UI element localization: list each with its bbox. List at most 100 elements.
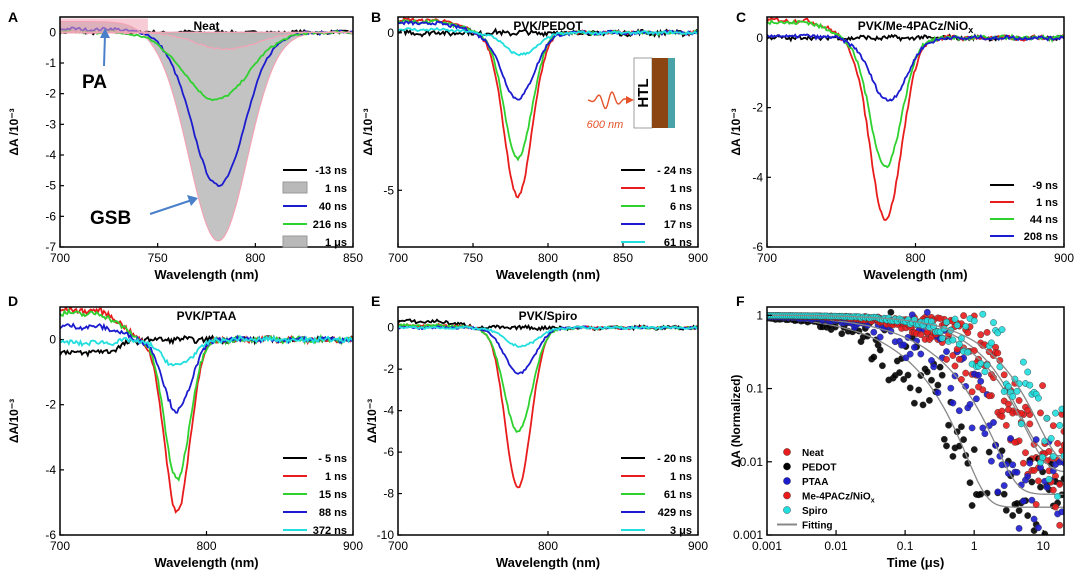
- data-point-PEDOT: [911, 399, 918, 407]
- panel-C: 700 800 900 0 -2 -4 -6 C Wavelength (nm) ΔA /10⁻³…: [729, 9, 1074, 282]
- data-point-Spiro: [1049, 453, 1057, 460]
- y-tick-label: -6: [45, 209, 56, 223]
- chart-title: PVK/Spiro: [519, 309, 578, 323]
- gsb-annotation: GSB: [90, 208, 131, 229]
- legend-label: 1 ns: [325, 471, 347, 483]
- data-point-PTAA: [973, 395, 980, 403]
- x-tick-label: 700: [388, 251, 408, 265]
- data-point-Neat: [964, 329, 972, 337]
- y-tick-label: -8: [383, 487, 394, 501]
- data-point-Spiro: [1017, 420, 1025, 428]
- plot-area: [398, 17, 698, 199]
- data-point-PEDOT: [960, 436, 967, 443]
- panel-letter: A: [8, 9, 18, 25]
- data-point-Me-4PACz/NiO: [968, 388, 976, 396]
- axes-frame: [397, 16, 699, 248]
- data-point-PTAA: [1058, 508, 1064, 516]
- series-line-372 ns: [60, 334, 353, 367]
- data-point-Spiro: [1060, 452, 1064, 460]
- y-tick-label: -6: [45, 528, 56, 542]
- data-point-Neat: [1049, 422, 1057, 430]
- legend-label: -13 ns: [315, 165, 347, 177]
- data-point-PEDOT: [879, 362, 886, 370]
- data-point-PTAA: [906, 350, 914, 358]
- axes-frame: [397, 306, 699, 536]
- data-point-Neat: [977, 331, 985, 339]
- y-tick-label: -6: [752, 240, 763, 254]
- data-point-PTAA: [1028, 496, 1036, 504]
- data-point-PEDOT: [1000, 490, 1008, 498]
- y-tick-label: 0: [756, 31, 763, 45]
- series-line-61 ns: [398, 26, 698, 57]
- y-axis-label: ΔA/10⁻³: [7, 399, 21, 443]
- data-point-PTAA: [988, 457, 995, 465]
- series-line-1 ns: [398, 322, 698, 489]
- panel-letter: E: [371, 293, 380, 309]
- data-point-Spiro: [1026, 381, 1034, 389]
- y-axis-label: ΔA (Normalized): [729, 375, 743, 468]
- data-point-PEDOT: [945, 421, 952, 429]
- data-point-PTAA: [902, 354, 910, 362]
- y-tick-label: -4: [45, 463, 56, 477]
- data-point-PTAA: [990, 419, 997, 426]
- x-tick-label: 750: [463, 251, 483, 265]
- legend-label: 429 ns: [658, 507, 692, 519]
- data-point-PTAA: [979, 424, 987, 432]
- y-tick-label: 0.1: [746, 382, 763, 396]
- data-point-PEDOT: [896, 369, 903, 376]
- data-point-Spiro: [983, 361, 991, 369]
- plot-area: [767, 308, 1064, 535]
- y-tick-label: -3: [45, 117, 56, 131]
- legend-label: 61 ns: [664, 489, 692, 501]
- data-point-PEDOT: [940, 435, 948, 443]
- data-point-PEDOT: [917, 372, 925, 379]
- x-tick-label: 900: [343, 539, 363, 553]
- axes-frame: [59, 306, 354, 536]
- data-point-Spiro: [1047, 435, 1055, 442]
- legend-label: 61 ns: [664, 237, 692, 249]
- data-point-PTAA: [1030, 515, 1038, 523]
- x-axis-label: Wavelength (nm): [496, 267, 600, 282]
- data-point-PTAA: [928, 357, 935, 364]
- data-point-Spiro: [964, 348, 972, 356]
- y-tick-label: -4: [752, 170, 763, 184]
- legend-label: 6 ns: [670, 201, 692, 213]
- data-point-PTAA: [911, 343, 918, 351]
- data-point-PTAA: [955, 407, 963, 415]
- x-tick-label: 800: [538, 251, 558, 265]
- data-point-Spiro: [1054, 493, 1062, 500]
- legend-swatch: [783, 477, 791, 485]
- data-point-Me-4PACz/NiO: [1035, 477, 1042, 485]
- data-point-Spiro: [1045, 475, 1053, 483]
- data-point-Spiro: [1039, 453, 1047, 461]
- data-point-PTAA: [900, 341, 908, 349]
- data-point-Spiro: [1043, 414, 1051, 422]
- data-point-PEDOT: [1024, 512, 1032, 519]
- data-point-PTAA: [1024, 472, 1032, 480]
- data-point-Spiro: [970, 317, 978, 325]
- axes-frame: [766, 16, 1065, 248]
- data-point-PTAA: [934, 389, 942, 396]
- plot-area: [398, 318, 698, 489]
- x-tick-label: 900: [688, 539, 708, 553]
- x-tick-label: 10: [1037, 539, 1051, 553]
- data-point-PEDOT: [936, 363, 944, 371]
- data-point-PTAA: [994, 488, 1002, 496]
- data-point-Me-4PACz/NiO: [1030, 467, 1038, 474]
- legend-label: Neat: [802, 448, 824, 459]
- data-point-PEDOT: [968, 502, 976, 509]
- data-point-PEDOT: [923, 368, 931, 376]
- data-point-PEDOT: [906, 384, 914, 392]
- data-point-Spiro: [938, 334, 946, 342]
- data-point-PTAA: [876, 333, 884, 341]
- y-tick-label: -6: [383, 445, 394, 459]
- plot-area: [767, 17, 1064, 221]
- data-point-Me-4PACz/NiO: [1052, 503, 1059, 511]
- data-point-PEDOT: [1060, 475, 1064, 483]
- data-point-PEDOT: [966, 479, 974, 487]
- data-point-Me-4PACz/NiO: [1060, 428, 1064, 435]
- data-point-Me-4PACz/NiO: [1032, 501, 1040, 508]
- panel-letter: D: [8, 293, 18, 309]
- x-axis-label: Wavelength (nm): [154, 267, 258, 282]
- data-point-PTAA: [917, 350, 925, 358]
